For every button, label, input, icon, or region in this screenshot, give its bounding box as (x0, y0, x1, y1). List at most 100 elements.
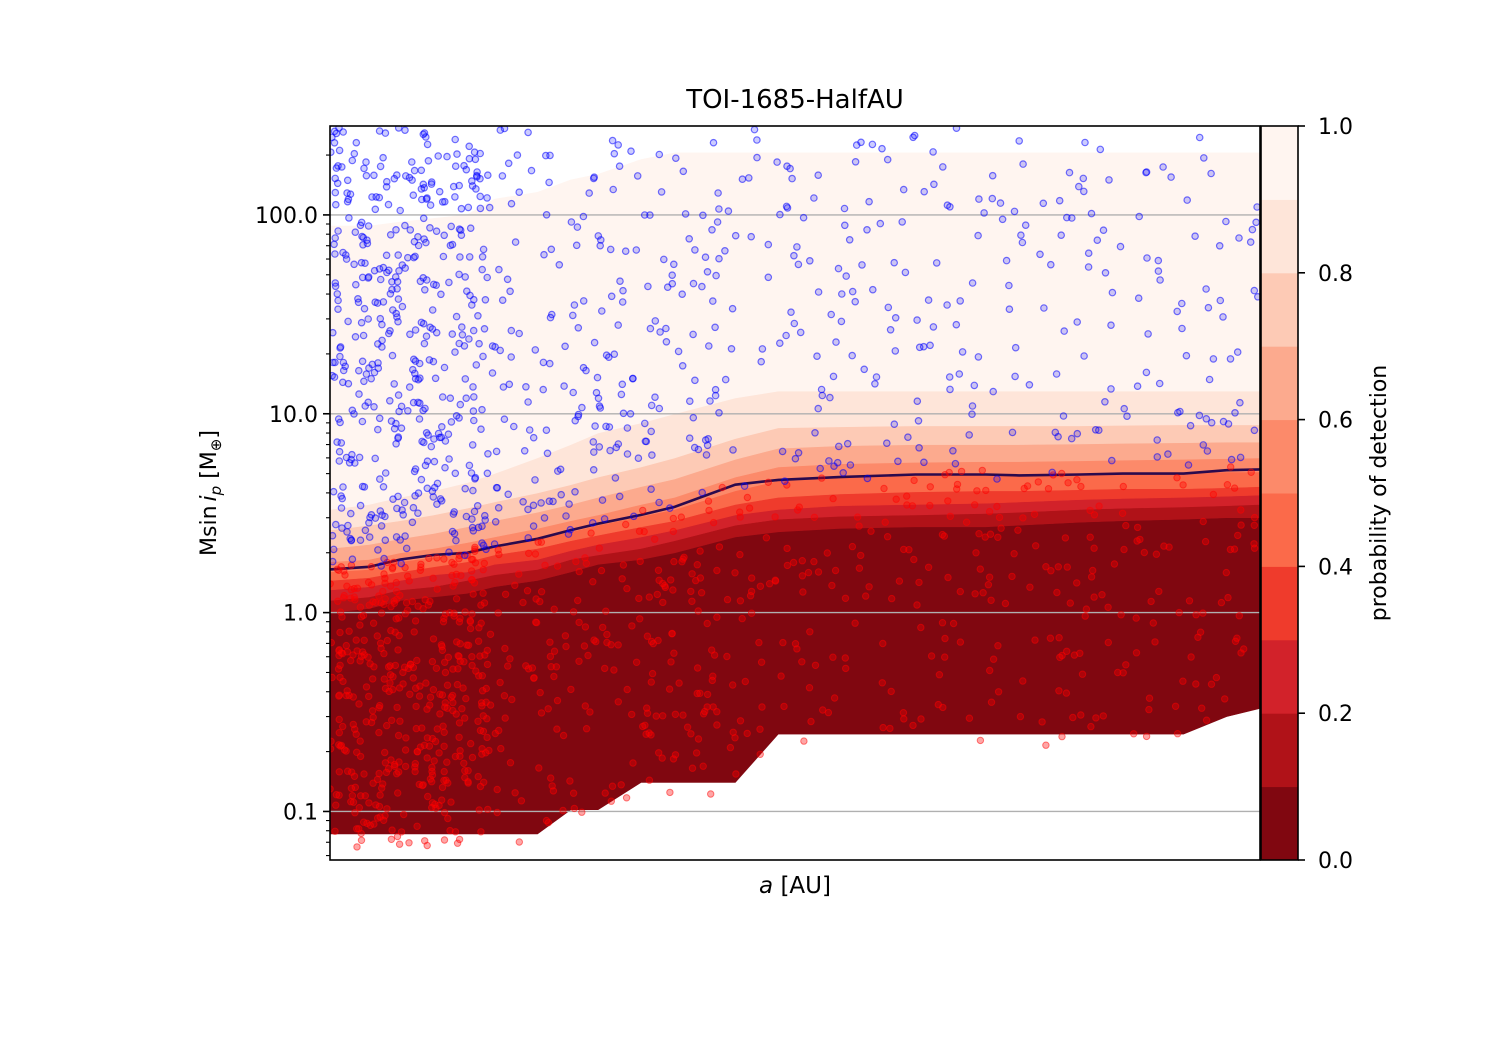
undetected-point (607, 641, 615, 649)
detected-point (357, 258, 366, 267)
undetected-point (536, 597, 544, 606)
undetected-point (1014, 526, 1022, 534)
undetected-point (373, 775, 382, 784)
undetected-point (732, 770, 740, 778)
colorbar-tick-label: 0.8 (1318, 262, 1353, 287)
detected-point (376, 275, 385, 284)
detected-point (491, 517, 500, 526)
undetected-point (677, 513, 685, 521)
detected-point (350, 149, 359, 158)
undetected-point (378, 784, 386, 792)
x-axis-label-unit: [AU] (773, 873, 831, 899)
undetected-point (669, 527, 677, 536)
detected-point (467, 469, 476, 477)
detected-point (744, 174, 753, 182)
detected-point (455, 181, 464, 190)
detected-point (462, 165, 471, 174)
detected-point (758, 345, 767, 353)
detected-point (348, 156, 357, 165)
detected-point (1096, 145, 1105, 154)
detected-point (440, 231, 449, 240)
detected-point (968, 279, 977, 287)
detected-point (566, 525, 575, 534)
detected-point (709, 138, 718, 147)
detected-point (529, 433, 538, 442)
undetected-point (881, 518, 889, 526)
detected-point (568, 311, 577, 320)
undetected-point (391, 661, 400, 670)
detected-point (728, 304, 737, 313)
undetected-point (381, 759, 390, 767)
undetected-point (337, 741, 346, 750)
detected-point (1207, 418, 1216, 427)
undetected-point (687, 587, 695, 596)
undetected-point (603, 638, 611, 647)
undetected-point (1076, 649, 1084, 657)
undetected-point (504, 662, 512, 670)
detected-point (1080, 352, 1088, 360)
detected-point (614, 321, 623, 329)
undetected-point (1231, 637, 1240, 645)
undetected-point (738, 614, 746, 623)
colorbar-label: probability of detection (1367, 365, 1392, 621)
detected-points (330, 126, 1260, 570)
detected-point (331, 200, 340, 209)
detected-point (788, 174, 796, 183)
undetected-point (1063, 563, 1072, 571)
undetected-point (1199, 609, 1207, 617)
undetected-point (517, 797, 526, 805)
detected-point (334, 296, 342, 305)
undetected-point (387, 835, 396, 843)
undetected-point (480, 559, 488, 567)
undetected-point (1149, 619, 1158, 627)
detected-point (753, 136, 761, 144)
detected-point (829, 372, 838, 381)
undetected-point (360, 770, 368, 778)
undetected-point (450, 560, 458, 568)
undetected-point (944, 497, 952, 505)
detected-point (470, 507, 479, 516)
detected-point (872, 373, 881, 381)
detected-point (395, 407, 403, 416)
detected-point (504, 490, 513, 499)
undetected-point (617, 781, 625, 789)
undetected-point (595, 544, 603, 552)
detected-point (354, 294, 362, 303)
detected-point (827, 310, 836, 319)
detected-point (818, 391, 827, 400)
detected-point (1142, 368, 1151, 377)
undetected-point (363, 819, 371, 827)
undetected-point (380, 816, 388, 824)
undetected-point (1209, 490, 1218, 499)
detected-point (437, 422, 446, 431)
detected-point (350, 260, 358, 269)
detected-point (447, 222, 456, 231)
detected-point (1067, 434, 1076, 443)
undetected-point (413, 822, 421, 830)
undetected-point (375, 704, 383, 712)
undetected-point (537, 709, 546, 717)
detected-point (993, 475, 1001, 483)
detected-point (406, 226, 415, 234)
undetected-point (867, 527, 875, 535)
detected-point (491, 343, 499, 351)
detected-point (607, 292, 616, 301)
undetected-point (549, 787, 558, 795)
undetected-point (417, 560, 425, 568)
undetected-point (486, 701, 495, 709)
colorbar-bands (1261, 126, 1298, 861)
undetected-point (887, 687, 895, 696)
detected-point (1002, 256, 1011, 265)
detected-point (689, 330, 697, 339)
detected-point (929, 323, 938, 331)
detected-point (1099, 226, 1108, 235)
detected-point (1154, 256, 1163, 265)
detected-point (1222, 217, 1230, 226)
detected-point (460, 161, 468, 170)
detected-point (419, 130, 428, 139)
detected-point (331, 234, 340, 242)
undetected-point (335, 768, 343, 776)
detected-point (647, 427, 656, 436)
undetected-point (601, 664, 609, 673)
undetected-point (365, 799, 373, 807)
